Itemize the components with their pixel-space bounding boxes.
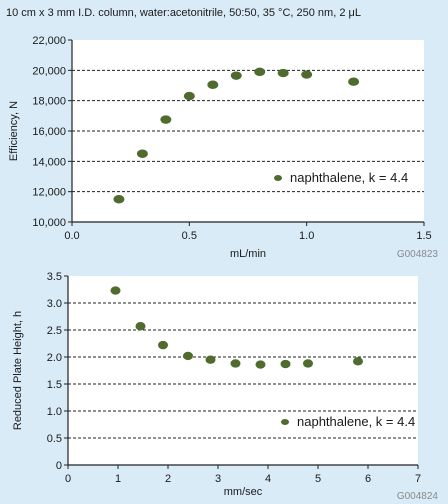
data-point — [277, 68, 289, 78]
y-tick-label: 16,000 — [32, 126, 66, 138]
y-tick-label: 12,000 — [32, 187, 66, 199]
x-tick-label: 2 — [165, 473, 171, 485]
plate-height-chart: 0 0.5 1.0 1.5 2.0 2.5 3.0 3.5 0 1 2 3 4 5 6 7 mm/sec Redu… — [12, 271, 438, 502]
data-point — [348, 77, 360, 86]
data-point — [135, 322, 146, 331]
figure-code: G004824 — [397, 491, 439, 502]
x-axis-label: mL/min — [230, 248, 266, 260]
plot-area — [68, 276, 418, 465]
x-tick-label: 1.5 — [416, 230, 431, 242]
y-tick-label: 3.0 — [47, 298, 62, 310]
data-point — [136, 149, 148, 158]
y-tick-label: 2.5 — [47, 325, 62, 337]
y-tick-label: 3.5 — [47, 271, 62, 283]
y-tick-label: 10,000 — [32, 217, 66, 229]
x-tick-label: 0.0 — [64, 230, 79, 242]
y-tick-label: 20,000 — [32, 65, 66, 77]
data-point — [303, 359, 313, 368]
data-point — [280, 359, 291, 369]
y-tick-label: 1.5 — [47, 379, 62, 391]
x-tick-label: 7 — [415, 473, 421, 485]
data-point — [254, 67, 266, 77]
y-axis-label: Reduced Plate Height, h — [12, 311, 24, 430]
data-point — [113, 195, 125, 204]
legend-label: naphthalene, k = 4.4 — [297, 414, 415, 429]
data-point — [160, 115, 172, 124]
figure-title: 10 cm x 3 mm I.D. column, water:acetonit… — [6, 7, 361, 19]
legend-marker — [274, 175, 282, 181]
data-point — [205, 355, 216, 364]
x-tick-label: 3 — [215, 473, 221, 485]
efficiency-chart: 10,000 12,000 14,000 16,000 18,000 20,000 22,0… — [8, 35, 438, 260]
data-point — [301, 70, 313, 79]
x-tick-label: 5 — [315, 473, 321, 485]
data-point — [353, 357, 363, 366]
y-tick-label: 14,000 — [32, 156, 66, 168]
y-axis-label: Efficiency, N — [8, 101, 20, 161]
data-point — [110, 286, 121, 295]
data-point — [230, 71, 242, 80]
legend-label: naphthalene, k = 4.4 — [290, 170, 408, 185]
data-point — [255, 360, 266, 369]
x-tick-label: 0 — [65, 473, 71, 485]
data-point — [183, 351, 193, 361]
data-point — [183, 91, 195, 101]
x-tick-label: 1.0 — [299, 230, 314, 242]
x-tick-label: 4 — [265, 473, 271, 485]
x-axis-label: mm/sec — [224, 486, 263, 498]
y-tick-label: 0 — [56, 460, 62, 472]
x-tick-label: 1 — [115, 473, 121, 485]
y-tick-label: 2.0 — [47, 352, 62, 364]
y-tick-label: 1.0 — [47, 406, 62, 418]
legend-marker — [281, 419, 289, 425]
data-point — [158, 340, 168, 350]
figure-code: G004823 — [397, 249, 439, 260]
y-tick-label: 0.5 — [47, 433, 62, 445]
y-tick-label: 22,000 — [32, 35, 66, 47]
x-tick-label: 6 — [365, 473, 371, 485]
y-tick-label: 18,000 — [32, 96, 66, 108]
data-point — [230, 359, 241, 368]
data-point — [207, 80, 219, 89]
x-tick-label: 0.5 — [182, 230, 197, 242]
